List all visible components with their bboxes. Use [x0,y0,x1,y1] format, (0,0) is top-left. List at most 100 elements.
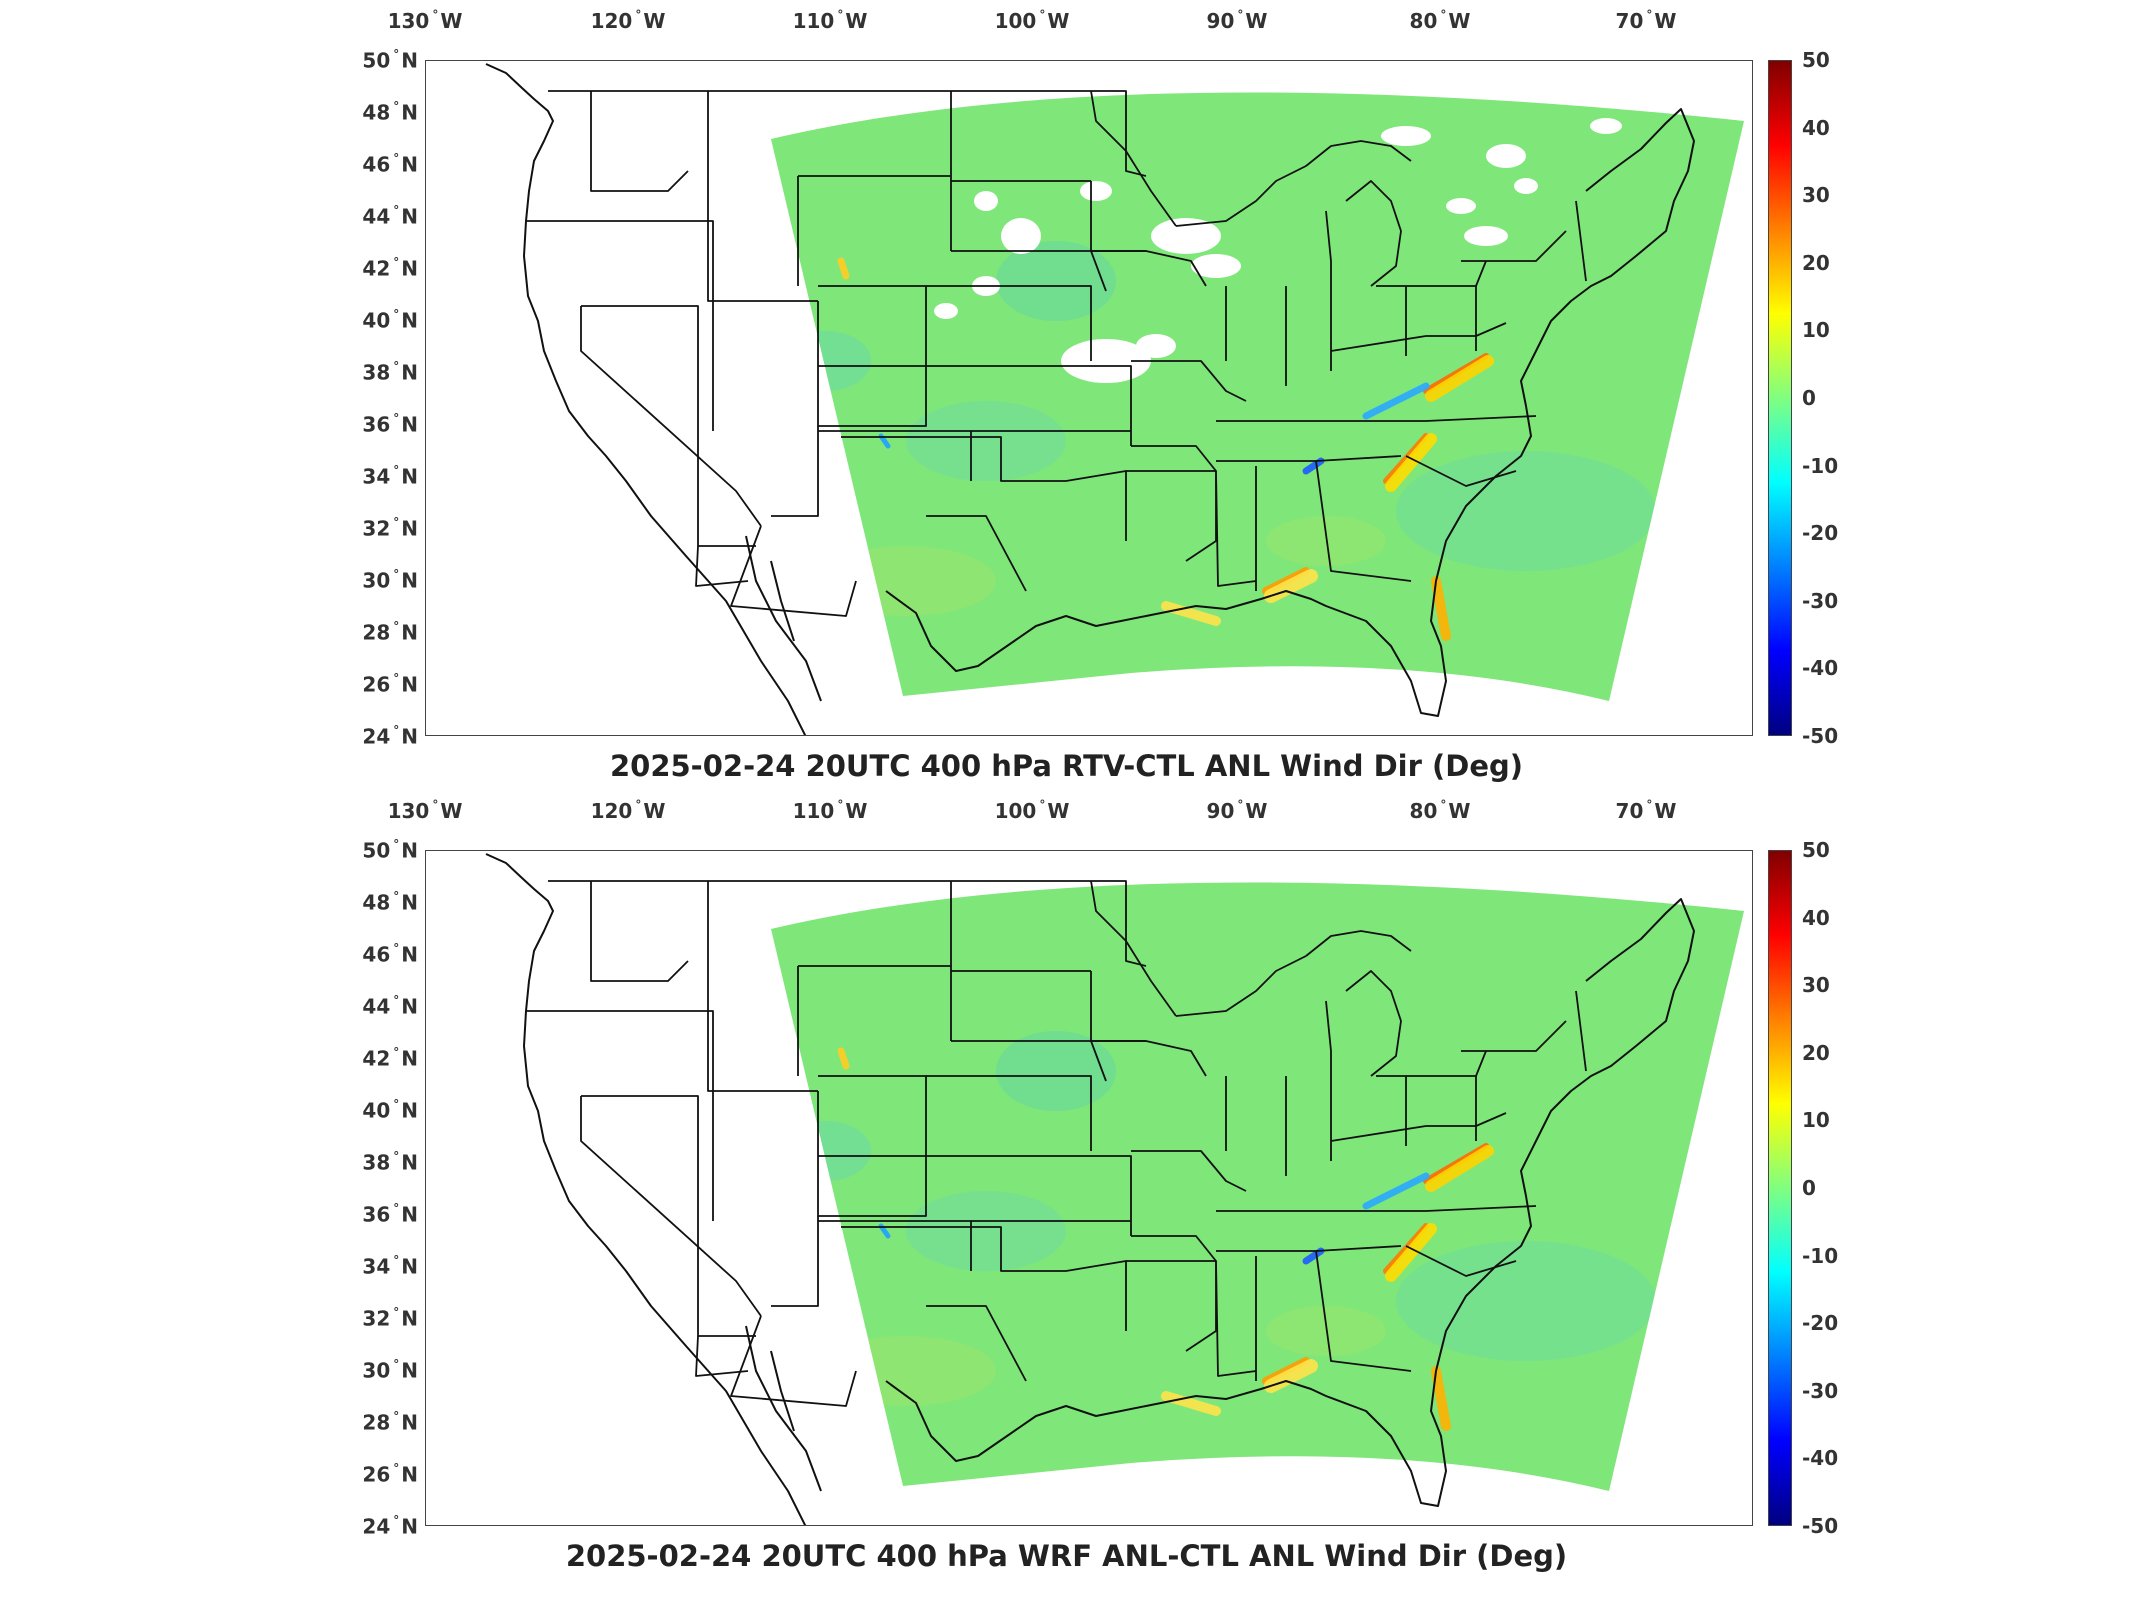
lat-label: 34 ° N [362,1254,418,1279]
colorbar-tick-label: 50 [1802,48,1830,72]
deg-value: 42 [362,256,391,281]
anomaly-streak [1425,355,1494,402]
field-patch [996,1031,1116,1111]
state-boundary [1325,1000,1332,1076]
degree-symbol: ° [393,359,400,374]
hemisphere: W [1654,799,1677,823]
lat-label: 32 ° N [362,516,418,541]
state-boundary [581,1095,756,1337]
anomaly-streak [1161,601,1221,626]
lat-label: 42 ° N [362,1046,418,1071]
state-boundary [707,91,818,302]
degree-symbol: ° [393,941,400,956]
lon-label: 120 ° W [591,8,666,33]
lat-label: 44 ° N [362,204,418,229]
hemisphere: N [401,48,418,73]
panel-title: 2025-02-24 20UTC 400 hPa WRF ANL-CTL ANL… [565,1539,1568,1573]
lon-label: 110 ° W [793,798,868,823]
coastline-gulf-atlantic [885,898,1695,1507]
colorbar-tick-label: -40 [1802,1446,1839,1471]
lon-label: 80 ° W [1410,8,1471,33]
deg-value: 90 [1206,799,1235,823]
state-boundary [817,1075,927,1217]
colorbar-tick-label: -30 [1802,588,1839,613]
boundaries [485,853,1695,1525]
degree-symbol: ° [1646,798,1653,812]
colorbar-tick-label: 0 [1802,386,1816,410]
boundaries [485,63,1695,735]
deg-value: 38 [362,360,391,385]
data-void-area [1486,144,1526,168]
hemisphere: W [1047,799,1070,823]
lat-label: 40 ° N [362,1098,418,1123]
deg-value: 34 [362,1254,391,1279]
lat-label: 38 ° N [362,360,418,385]
coastline-baja [745,1325,822,1492]
colorbar-tick-label: 0 [1802,1176,1816,1200]
lon-label: 120 ° W [591,798,666,823]
degree-symbol: ° [393,723,400,738]
data-void-area [1514,178,1538,194]
data-void-area [1136,334,1176,358]
hemisphere: W [1448,799,1471,823]
state-boundary [526,220,714,301]
hemisphere: W [643,9,666,33]
data-void-area [1446,198,1476,214]
field-patch [1396,1241,1656,1361]
colorbar-tick-label: 50 [1802,838,1830,862]
degree-symbol: ° [393,567,400,582]
lat-label: 28 ° N [362,620,418,645]
hemisphere: N [401,1150,418,1175]
hemisphere: W [440,799,463,823]
degree-symbol: ° [393,1513,400,1528]
degree-symbol: ° [393,1149,400,1164]
hemisphere: W [1654,9,1677,33]
lat-label: 24 ° N [362,1514,418,1539]
degree-symbol: ° [393,151,400,166]
map-svg [485,63,1744,735]
deg-value: 50 [362,838,391,863]
deg-value: 70 [1615,799,1644,823]
colorbar-tick-label: -10 [1802,1243,1839,1268]
field-patch [781,331,871,391]
hemisphere: W [440,9,463,33]
lat-label: 32 ° N [362,1306,418,1331]
state-boundary [971,1155,1132,1236]
degree-symbol: ° [393,99,400,114]
state-boundary [1325,210,1332,286]
hemisphere: N [401,568,418,593]
data-void-area [1151,218,1221,254]
lat-label: 50 ° N [362,48,418,73]
degree-symbol: ° [1039,8,1046,22]
degree-symbol: ° [393,1305,400,1320]
anomaly-streak [1431,1366,1451,1431]
degree-symbol: ° [837,8,844,22]
state-boundary [526,1010,714,1091]
state-boundary [1575,990,1587,1072]
lon-label: 70 ° W [1616,798,1677,823]
state-boundary [730,1315,857,1407]
deg-value: 80 [1409,799,1438,823]
degree-symbol: ° [432,8,439,22]
lon-label: 90 ° W [1207,798,1268,823]
lat-label: 42 ° N [362,256,418,281]
degree-symbol: ° [393,411,400,426]
state-boundary [1215,470,1257,587]
hemisphere: W [1047,9,1070,33]
deg-value: 44 [362,994,391,1019]
coastline-baja [745,535,822,702]
map-panel-top: 130 ° W 120 ° W 110 ° W 100 ° W 90 ° W 80 ° W 70 ° W 50 ° N 48 °… [0,0,2133,790]
deg-value: 46 [362,942,391,967]
map-panel-bottom: 130 ° W 120 ° W 110 ° W 100 ° W 90 ° W 80 ° W 70 ° W 50 ° N 48 °… [0,790,2133,1580]
colorbar [1768,850,1792,1526]
state-boundary [1461,1020,1567,1052]
colorbar-tick-label: 30 [1802,183,1830,208]
degree-symbol: ° [1440,8,1447,22]
hemisphere: N [401,1306,418,1331]
degree-symbol: ° [635,798,642,812]
anomaly-streak [837,1047,850,1070]
degree-symbol: ° [393,1461,400,1476]
field-anomalies [781,118,1656,641]
colorbar-tick-label: -30 [1802,1378,1839,1403]
degree-symbol: ° [1237,8,1244,22]
